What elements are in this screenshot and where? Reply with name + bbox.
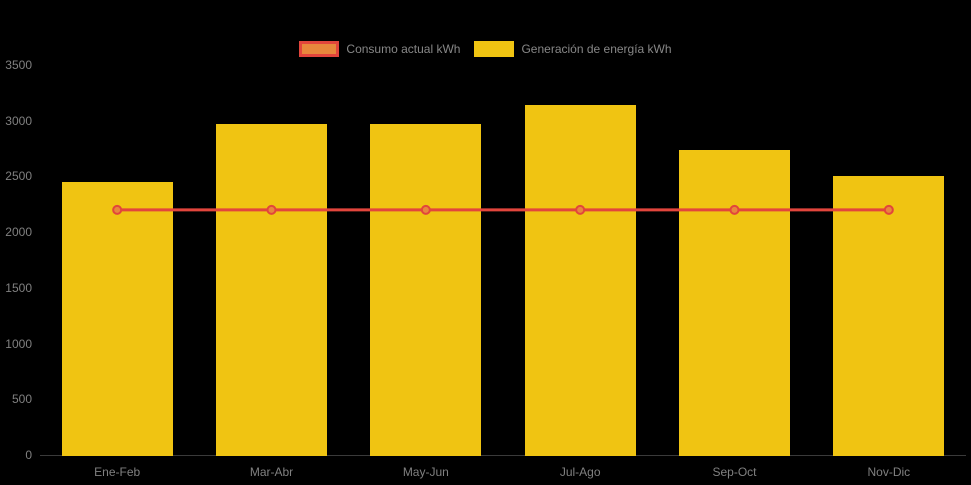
legend-swatch-generacion-energia — [474, 41, 515, 57]
bar-Nov-Dic — [833, 176, 945, 456]
bar-Ene-Feb — [61, 182, 173, 456]
legend-swatch-consumo-actual — [299, 41, 340, 57]
line-point-May-Jun — [420, 204, 431, 215]
x-axis-label-Mar-Abr: Mar-Abr — [249, 465, 294, 479]
bar-Mar-Abr — [216, 123, 327, 456]
y-axis-tick-label-2500: 2500 — [5, 169, 32, 184]
bar-May-Jun — [370, 123, 482, 456]
legend-label-generacion-energia: Generación de energía kWh — [521, 42, 672, 56]
y-axis-tick-label-2000: 2000 — [5, 225, 32, 240]
x-axis-line — [40, 455, 966, 456]
bar-Jul-Ago — [524, 105, 636, 456]
chart-legend: Consumo actual kWh Generación de energía… — [0, 41, 971, 57]
bar-Sep-Oct — [679, 149, 790, 456]
y-axis-tick-label-3500: 3500 — [5, 58, 32, 72]
line-point-Jul-Ago — [575, 204, 586, 215]
legend-item-generacion-energia[interactable]: Generación de energía kWh — [474, 41, 672, 57]
y-axis-tick-label-1500: 1500 — [5, 280, 32, 295]
y-axis-tick-label-500: 500 — [11, 392, 32, 407]
y-axis-tick-label-3000: 3000 — [5, 113, 32, 128]
x-axis-label-Sep-Oct: Sep-Oct — [712, 465, 757, 479]
line-point-Nov-Dic — [883, 204, 894, 215]
y-axis-tick-label-1000: 1000 — [5, 336, 32, 351]
legend-label-consumo-actual: Consumo actual kWh — [346, 42, 461, 56]
legend-item-consumo-actual[interactable]: Consumo actual kWh — [299, 41, 460, 57]
x-axis-label-Nov-Dic: Nov-Dic — [867, 465, 911, 479]
line-point-Sep-Oct — [729, 204, 740, 215]
x-axis-label-May-Jun: May-Jun — [402, 465, 449, 479]
x-axis-label-Ene-Feb: Ene-Feb — [94, 465, 141, 479]
x-axis-label-Jul-Ago: Jul-Ago — [559, 465, 601, 479]
y-axis-tick-label-0: 0 — [25, 448, 32, 462]
line-point-Mar-Abr — [266, 204, 277, 215]
consumption-line-layer — [112, 204, 894, 215]
line-point-Ene-Feb — [112, 204, 123, 215]
